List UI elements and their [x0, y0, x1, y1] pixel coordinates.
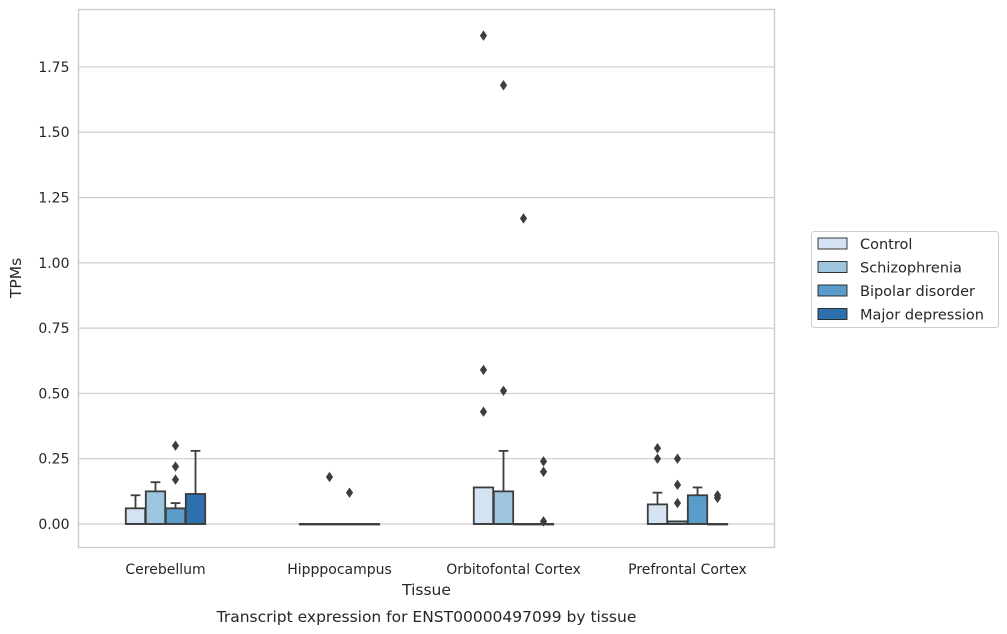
x-tick-label: Hipppocampus: [287, 562, 392, 578]
outlier-point: [673, 453, 682, 464]
box-control: [646, 443, 669, 525]
chart-caption: Transcript expression for ENST0000049709…: [216, 608, 637, 626]
y-tick-label: 1.00: [38, 256, 69, 272]
outlier-point: [673, 479, 682, 491]
box-body: [164, 507, 187, 525]
box-body: [144, 490, 167, 525]
box-schizophrenia: [492, 80, 515, 525]
outlier-point: [713, 490, 722, 501]
outlier-point: [519, 213, 528, 224]
y-tick-labels: 0.00 0.25 0.50 0.75 1.00 1.25 1.50 1.75: [38, 60, 69, 533]
box-bipolar-disorder: [164, 440, 187, 525]
box-control: [298, 523, 321, 526]
y-tick-label: 1.50: [38, 125, 69, 141]
box-bipolar-disorder: [338, 487, 361, 526]
legend-label: Bipolar disorder: [860, 284, 975, 300]
boxes: [124, 30, 729, 527]
y-tick-label: 0.50: [38, 386, 69, 402]
gridlines: [78, 66, 775, 525]
legend-label: Schizophrenia: [860, 261, 962, 277]
legend-swatch: [817, 284, 848, 297]
outlier-point: [171, 440, 180, 451]
legend: Control Schizophrenia Bipolar disorder Majo…: [811, 231, 999, 328]
x-axis-label: Tissue: [401, 581, 451, 599]
y-tick-label: 1.75: [38, 60, 69, 76]
box-major-depression: [532, 456, 555, 527]
outlier-point: [539, 516, 548, 527]
box-body: [646, 503, 669, 525]
outlier-point: [479, 364, 488, 376]
legend-swatch: [817, 237, 848, 250]
outlier-point: [499, 385, 508, 397]
box-schizophrenia: [666, 453, 689, 525]
box-body: [472, 486, 495, 525]
y-tick-label: 0.00: [38, 517, 69, 533]
outlier-point: [479, 406, 488, 417]
outlier-point: [539, 456, 548, 467]
outlier-point: [653, 453, 662, 464]
legend-swatch: [817, 308, 848, 320]
x-tick-labels: Cerebellum Hipppocampus Orbitofontal Corte…: [125, 562, 746, 578]
plot-frame: [77, 8, 776, 549]
box-body: [492, 490, 515, 525]
box-control: [124, 494, 147, 525]
legend-swatch: [817, 261, 848, 273]
box-body: [686, 494, 709, 525]
legend-label: Control: [860, 237, 912, 253]
box-bipolar-disorder: [686, 486, 709, 525]
box-major-depression: [184, 449, 207, 525]
x-tick-label: Prefrontal Cortex: [628, 562, 747, 578]
y-axis-label: TPMs: [7, 258, 25, 299]
outlier-point: [499, 80, 508, 91]
x-tick-label: Orbitofontal Cortex: [446, 562, 581, 578]
box-major-depression: [706, 490, 729, 526]
outlier-point: [325, 471, 334, 483]
outlier-point: [653, 443, 662, 454]
y-tick-label: 0.75: [38, 321, 69, 337]
box-schizophrenia: [318, 471, 341, 526]
legend-frame: [811, 231, 999, 328]
box-body: [184, 493, 207, 525]
y-tick-label: 1.25: [38, 191, 69, 207]
outlier-point: [479, 30, 488, 41]
box-body: [124, 507, 147, 525]
box-control: [472, 30, 495, 525]
box-bipolar-disorder: [512, 213, 535, 526]
outlier-point: [171, 474, 180, 485]
legend-label: Major depression: [860, 308, 984, 324]
outlier-point: [171, 461, 180, 472]
box-major-depression: [358, 523, 381, 526]
box-schizophrenia: [144, 481, 167, 525]
outlier-point: [539, 466, 548, 477]
y-tick-label: 0.25: [38, 452, 69, 468]
outlier-point: [345, 487, 354, 498]
x-tick-label: Cerebellum: [125, 562, 205, 578]
outlier-point: [673, 497, 682, 509]
